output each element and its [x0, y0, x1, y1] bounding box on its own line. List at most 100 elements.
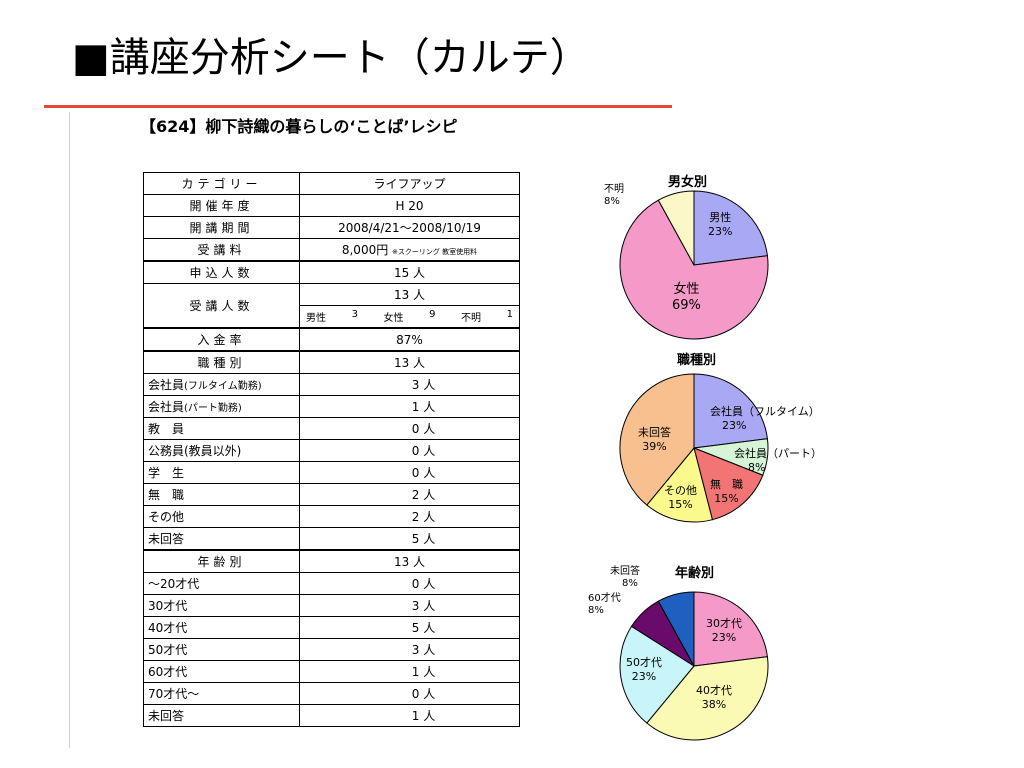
payment-label: 入金率 [143, 327, 300, 352]
table-row: 無 職 2 人 [143, 483, 520, 506]
occupation-row-label: 公務員(教員以外) [143, 439, 300, 462]
age-total: 13 人 [299, 549, 520, 573]
age-row-value: 3 人 [299, 638, 520, 661]
age-row-label: 未回答 [143, 704, 300, 727]
occupation-label: 職種別 [143, 350, 300, 374]
occupation-row-label: 会社員 [148, 378, 185, 392]
gender-slice-0 [693, 190, 768, 266]
occupation-row-note: (パート勤務) [184, 403, 242, 414]
occupation-row-label: 教 員 [143, 417, 300, 440]
category-label: カテゴリー [143, 172, 300, 195]
table-row: 未回答 5 人 [143, 527, 520, 551]
gender-slice-2 [657, 190, 695, 266]
period-label: 開講期間 [143, 216, 300, 239]
occupation-row-value: 2 人 [299, 483, 520, 506]
age-row-label: 40才代 [143, 616, 300, 639]
occupation-slice-2 [693, 447, 764, 521]
table-row: 公務員(教員以外) 0 人 [143, 439, 520, 462]
male-label: 男性 [306, 313, 326, 324]
table-row: 入金率 87% [143, 327, 520, 352]
occupation-row-value: 3 人 [299, 373, 520, 396]
age-pie-chart [619, 591, 769, 741]
attendees-value: 13 人 [299, 283, 520, 306]
age-30s-label: 30才代 23% [706, 617, 742, 644]
unknown-count: 1 [506, 309, 513, 320]
attendees-breakdown: 男性 3 女性 9 不明 1 [299, 305, 520, 329]
table-row: 開講期間 2008/4/21～2008/10/19 [143, 216, 520, 239]
age-row-label: 70才代～ [143, 682, 300, 705]
course-data-table: カテゴリー ライフアップ 開催年度 H 20 開講期間 2008/4/21～20… [143, 172, 520, 727]
age-row-label: ～20才代 [143, 572, 300, 595]
female-label: 女性 [383, 313, 404, 324]
fee-cell: 8,000円 ※スクーリング 教室使用料 [299, 238, 520, 262]
female-count: 9 [429, 309, 436, 320]
occupation-row-label: 無 職 [143, 483, 300, 506]
table-row: 会社員(パート勤務) 1 人 [143, 395, 520, 418]
occupation-chart-title: 職種別 [677, 353, 717, 368]
occupation-noanswer-label: 未回答 39% [638, 426, 671, 453]
age-chart-title: 年齢別 [675, 566, 715, 581]
age-row-value: 0 人 [299, 572, 520, 595]
age-slice-2 [619, 625, 695, 724]
gender-male-label: 男性 23% [708, 211, 733, 238]
document-edge [69, 112, 70, 748]
age-60s-label: 60才代 8% [588, 593, 621, 616]
age-label: 年齢別 [143, 549, 300, 573]
occupation-row-label: 未回答 [143, 527, 300, 551]
fee-label: 受講料 [143, 238, 300, 262]
age-40s-label: 40才代 38% [696, 684, 732, 711]
fee-value: 8,000円 [341, 243, 389, 257]
occupation-row-value: 0 人 [299, 461, 520, 484]
age-row-label: 30才代 [143, 594, 300, 617]
table-row: 50才代 3 人 [143, 638, 520, 661]
table-row: 会社員(フルタイム勤務) 3 人 [143, 373, 520, 396]
document-title: 【624】柳下詩織の暮らしの‘ことば’レシピ [140, 117, 458, 136]
occupation-row-note: (フルタイム勤務) [184, 381, 262, 392]
occupation-row-label: 会社員 [148, 400, 185, 414]
table-row: カテゴリー ライフアップ [143, 172, 520, 195]
occupation-row-value: 2 人 [299, 505, 520, 528]
gender-pie-chart [619, 190, 769, 340]
age-row-value: 1 人 [299, 660, 520, 683]
occupation-slice-3 [646, 446, 714, 523]
title-divider [44, 105, 672, 108]
applicants-label: 申込人数 [143, 260, 300, 284]
occupation-row-label: その他 [143, 505, 300, 528]
age-noanswer-label: 未回答 8% [610, 566, 640, 589]
occupation-slice-0 [693, 373, 768, 449]
gender-female-label: 女性 69% [672, 282, 701, 313]
category-value: ライフアップ [299, 172, 520, 195]
table-row: 年齢別 13 人 [143, 549, 520, 573]
occupation-total: 13 人 [299, 350, 520, 374]
occupation-row-value: 5 人 [299, 527, 520, 551]
occupation-row-value: 0 人 [299, 439, 520, 462]
table-row: 30才代 3 人 [143, 594, 520, 617]
table-row: 開催年度 H 20 [143, 194, 520, 217]
table-row: 70才代～ 0 人 [143, 682, 520, 705]
occupation-row-label: 学 生 [143, 461, 300, 484]
slide-title: ■講座分析シート（カルテ） [72, 35, 590, 81]
age-slice-0 [693, 591, 768, 667]
occupation-fulltime-label: 会社員（フルタイム） 23% [710, 405, 820, 432]
table-row: 学 生 0 人 [143, 461, 520, 484]
table-row: 教 員 0 人 [143, 417, 520, 440]
unknown-label: 不明 [461, 313, 481, 324]
occupation-unemployed-label: 無 職 15% [710, 478, 743, 505]
fee-note: ※スクーリング 教室使用料 [392, 248, 478, 256]
table-row: 受講人数 13 人 [143, 283, 520, 329]
table-row: その他 2 人 [143, 505, 520, 528]
age-row-label: 60才代 [143, 660, 300, 683]
age-slice-1 [646, 656, 769, 741]
gender-chart-title: 男女別 [668, 175, 708, 190]
table-row: 60才代 1 人 [143, 660, 520, 683]
gender-slice-1 [619, 199, 769, 340]
age-row-value: 0 人 [299, 682, 520, 705]
male-count: 3 [351, 309, 358, 320]
table-row: 受講料 8,000円 ※スクーリング 教室使用料 [143, 238, 520, 262]
year-label: 開催年度 [143, 194, 300, 217]
occupation-other-label: その他 15% [664, 484, 697, 511]
occupation-parttime-label: 会社員（パート） 8% [734, 447, 822, 474]
table-row: 申込人数 15 人 [143, 260, 520, 284]
table-row: 未回答 1 人 [143, 704, 520, 727]
applicants-value: 15 人 [299, 260, 520, 284]
